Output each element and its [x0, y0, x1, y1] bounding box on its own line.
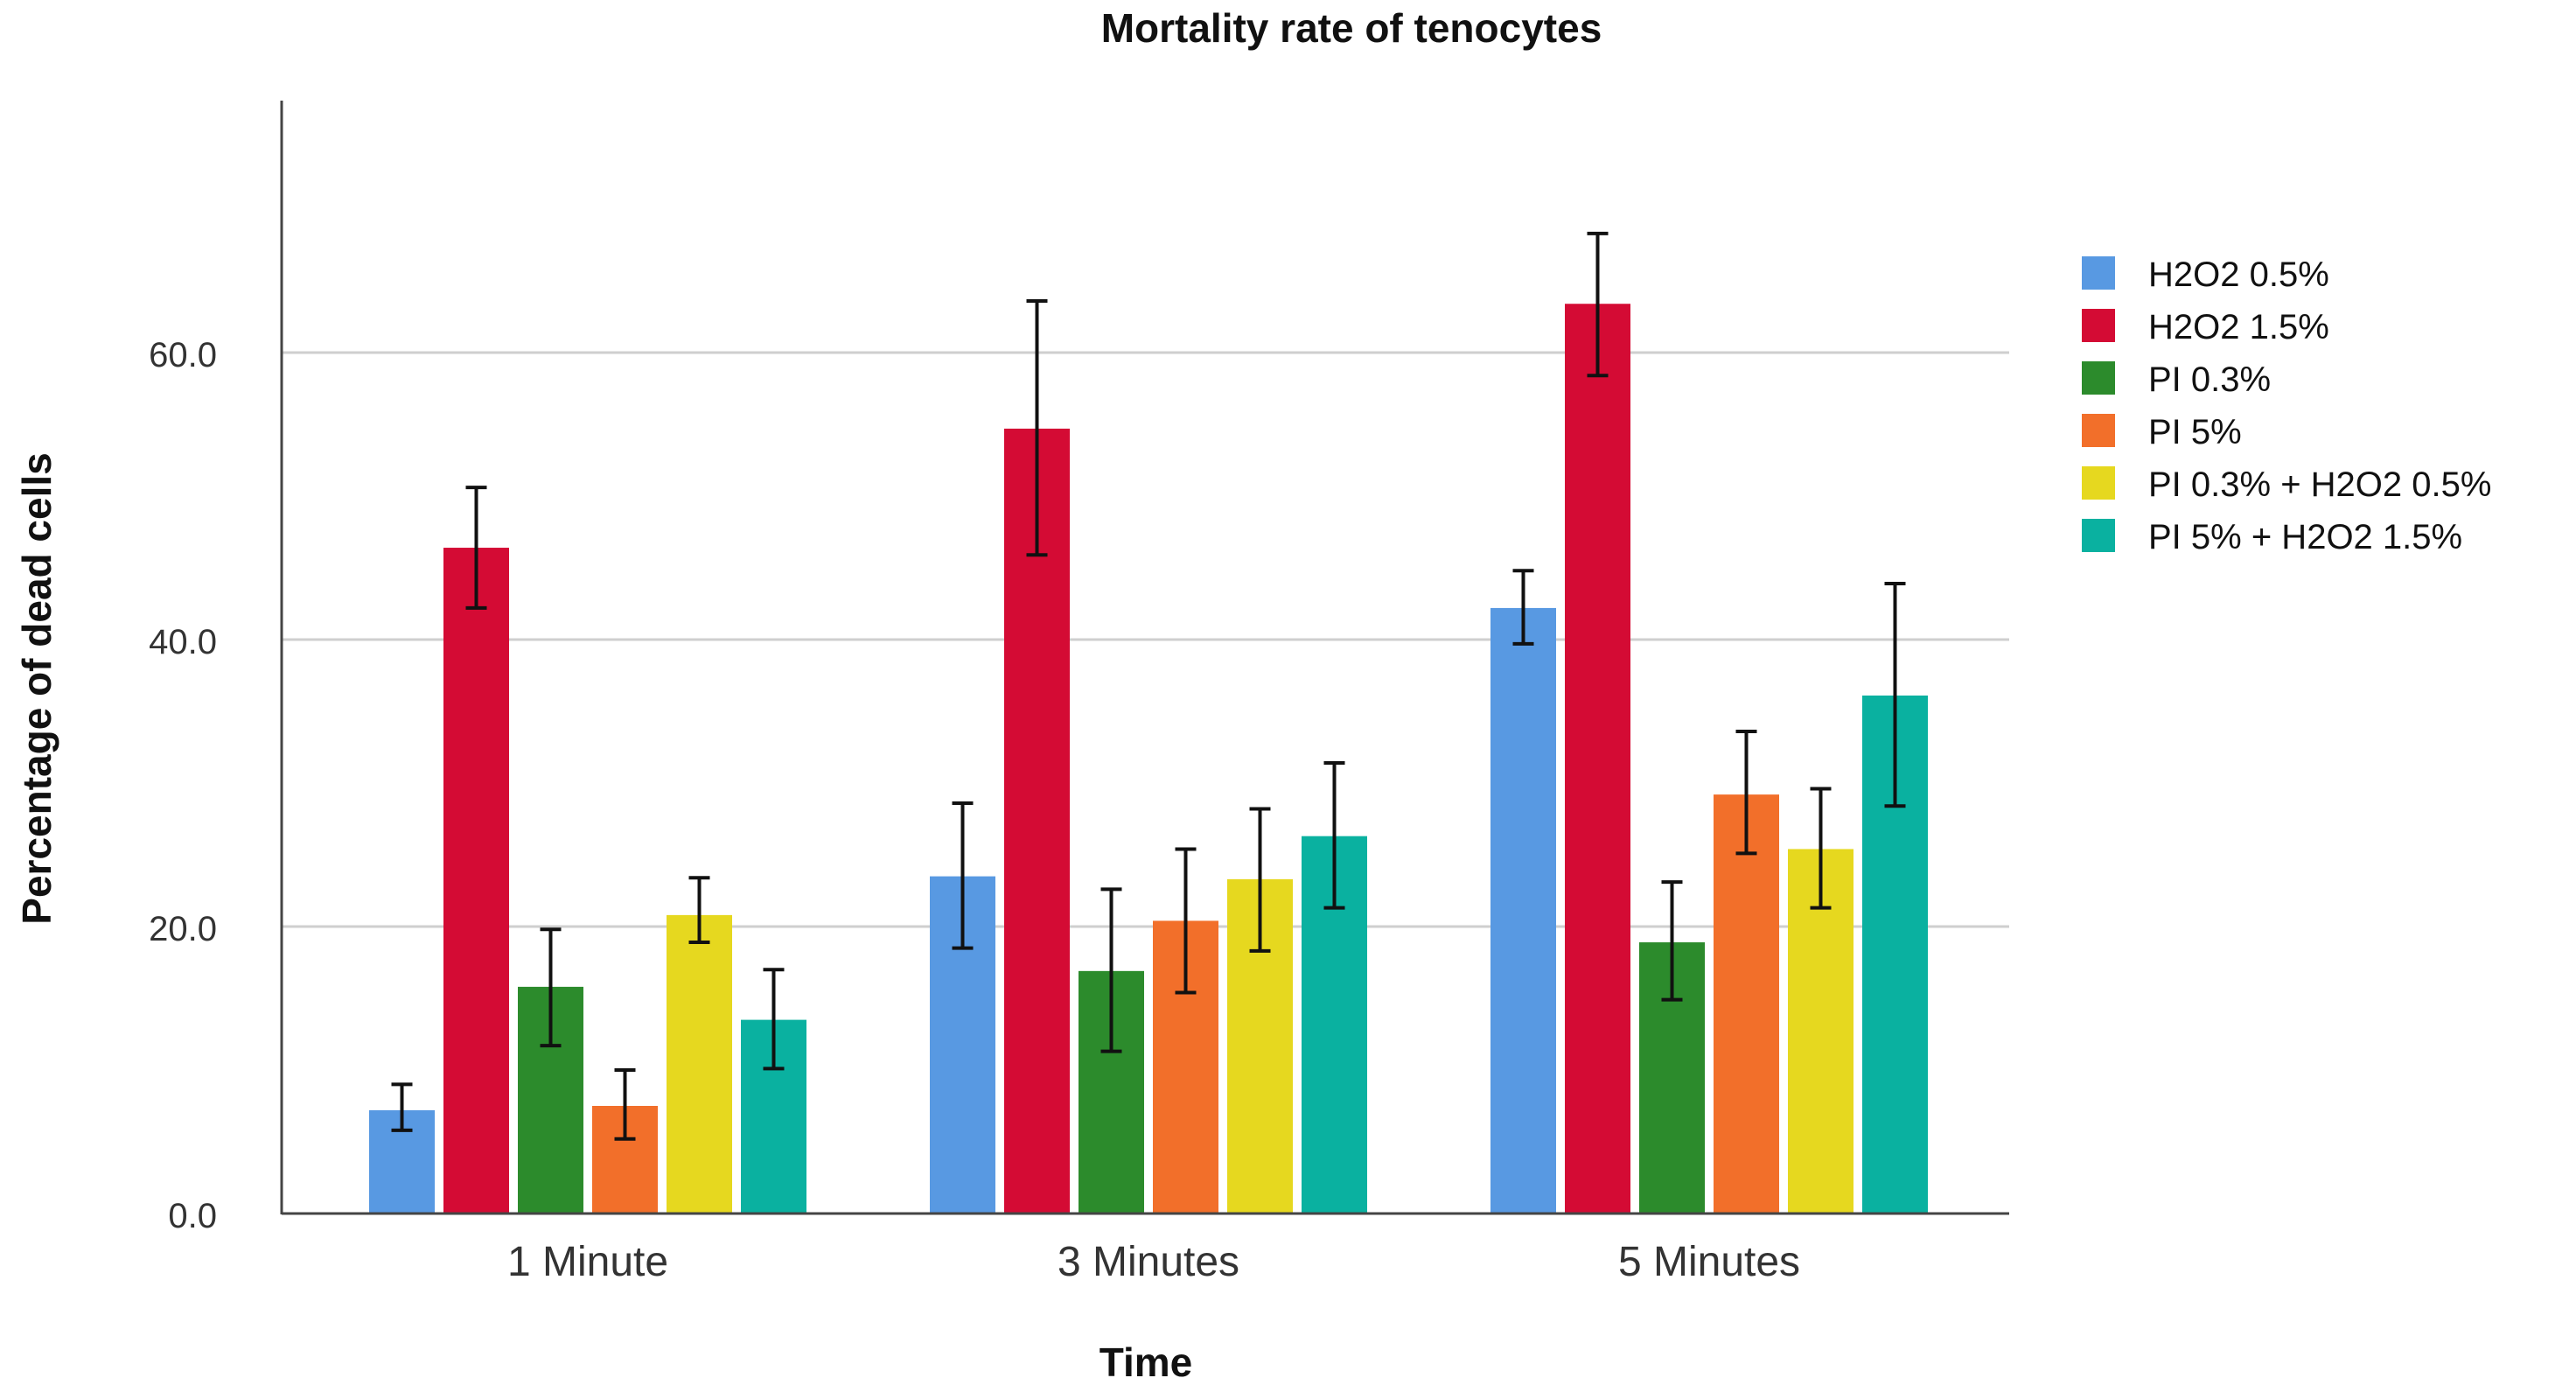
legend-item: PI 0.3%: [2082, 360, 2271, 399]
x-tick-label: 1 Minute: [507, 1239, 668, 1285]
tick-labels: 0.0 20.0 40.0 60.0 1 Minute 3 Minutes 5 Minute…: [149, 336, 1800, 1285]
bar: [1004, 428, 1070, 1214]
bar: [1788, 849, 1853, 1214]
bar: [667, 914, 732, 1214]
legend-label: PI 5%: [2148, 413, 2242, 451]
legend-swatch: [2082, 466, 2115, 500]
error-bar: [952, 801, 974, 950]
bar: [1565, 304, 1630, 1214]
y-tick-label: 60.0: [149, 336, 217, 374]
error-bar: [1249, 807, 1271, 953]
error-bar: [1884, 582, 1906, 808]
bars: [369, 231, 1928, 1214]
error-bar: [465, 486, 487, 610]
error-bar: [1512, 569, 1534, 646]
legend-swatch: [2082, 414, 2115, 447]
legend-swatch: [2082, 361, 2115, 395]
legend-item: PI 5% + H2O2 1.5%: [2082, 518, 2462, 556]
y-axis-label: Percentage of dead cells: [14, 452, 59, 924]
legend-swatch: [2082, 519, 2115, 552]
error-bar: [1587, 231, 1609, 378]
legend-label: H2O2 1.5%: [2148, 308, 2329, 346]
error-bar: [1175, 847, 1197, 995]
error-bar: [688, 876, 710, 945]
legend-label: PI 0.3%: [2148, 360, 2271, 399]
y-tick-label: 40.0: [149, 623, 217, 661]
y-tick-label: 20.0: [149, 910, 217, 948]
legend-label: H2O2 0.5%: [2148, 255, 2329, 294]
x-tick-label: 5 Minutes: [1618, 1239, 1800, 1285]
error-bar: [1735, 729, 1757, 856]
legend-label: PI 0.3% + H2O2 0.5%: [2148, 465, 2491, 504]
legend: H2O2 0.5% H2O2 1.5% PI 0.3% PI 5% PI 0.3% + …: [2082, 255, 2491, 556]
error-bar: [763, 968, 785, 1071]
bar: [1490, 607, 1556, 1214]
legend-item: H2O2 0.5%: [2082, 255, 2329, 294]
chart-title: Mortality rate of tenocytes: [1101, 5, 1602, 51]
legend-swatch: [2082, 309, 2115, 342]
error-bar: [1810, 787, 1832, 910]
bar: [1714, 794, 1779, 1214]
legend-label: PI 5% + H2O2 1.5%: [2148, 518, 2462, 556]
bar: [443, 548, 509, 1214]
axes: [280, 101, 2009, 1215]
error-bar: [1323, 761, 1345, 910]
error-bar: [540, 927, 562, 1048]
error-bar: [1026, 298, 1048, 557]
x-tick-label: 3 Minutes: [1058, 1239, 1239, 1285]
legend-swatch: [2082, 256, 2115, 290]
legend-item: H2O2 1.5%: [2082, 308, 2329, 346]
legend-item: PI 0.3% + H2O2 0.5%: [2082, 465, 2491, 504]
error-bar: [1661, 880, 1683, 1002]
error-bar: [391, 1082, 413, 1132]
error-bar: [1100, 887, 1122, 1053]
y-tick-label: 0.0: [168, 1197, 217, 1235]
legend-item: PI 5%: [2082, 413, 2242, 451]
error-bar: [614, 1068, 636, 1141]
x-axis-label: Time: [1100, 1340, 1193, 1385]
